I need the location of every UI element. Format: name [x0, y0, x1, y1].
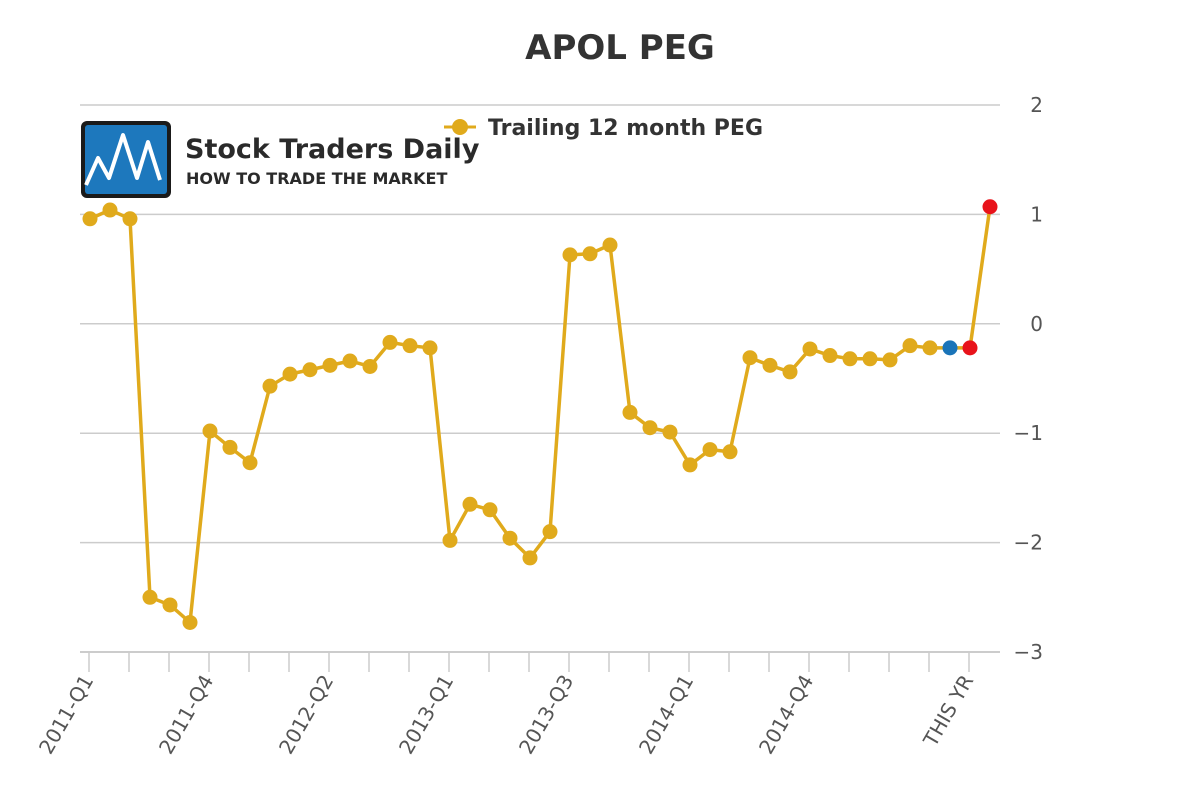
- legend-marker-icon: [452, 119, 468, 135]
- data-point[interactable]: [742, 350, 758, 366]
- data-point[interactable]: [602, 237, 618, 253]
- data-point[interactable]: [782, 364, 798, 380]
- data-point[interactable]: [922, 340, 938, 356]
- data-point[interactable]: [702, 442, 718, 458]
- x-tick-label: THIS YR: [918, 670, 978, 751]
- data-point[interactable]: [982, 199, 998, 215]
- x-tick-label: 2011-Q1: [34, 671, 98, 759]
- data-point[interactable]: [902, 338, 918, 354]
- stock-traders-daily-logo: Stock Traders Daily HOW TO TRADE THE MAR…: [81, 121, 480, 198]
- data-point[interactable]: [202, 423, 218, 439]
- series-trailing-12-month-peg: [82, 199, 998, 630]
- x-axis: [80, 651, 1000, 672]
- data-point[interactable]: [722, 444, 738, 460]
- legend[interactable]: Trailing 12 month PEG: [444, 116, 763, 141]
- data-point[interactable]: [942, 340, 958, 356]
- data-point[interactable]: [342, 353, 358, 369]
- data-point[interactable]: [502, 530, 518, 546]
- data-point[interactable]: [402, 338, 418, 354]
- data-point[interactable]: [662, 424, 678, 440]
- x-tick-label: 2013-Q3: [514, 671, 578, 759]
- logo-tagline: HOW TO TRADE THE MARKET: [186, 169, 447, 188]
- data-point[interactable]: [562, 247, 578, 263]
- data-point[interactable]: [882, 352, 898, 368]
- logo-name: Stock Traders Daily: [185, 134, 480, 165]
- data-point[interactable]: [542, 524, 558, 540]
- data-point[interactable]: [322, 357, 338, 373]
- y-tick-label: −2: [1014, 531, 1043, 555]
- data-point[interactable]: [362, 358, 378, 374]
- legend-label: Trailing 12 month PEG: [488, 116, 763, 141]
- data-point[interactable]: [382, 334, 398, 350]
- logo-zigzag-icon: [84, 133, 162, 186]
- y-tick-label: −1: [1014, 421, 1043, 445]
- x-tick-label: 2011-Q4: [154, 671, 218, 759]
- data-point[interactable]: [642, 420, 658, 436]
- y-tick-label: 2: [1030, 93, 1043, 117]
- data-point[interactable]: [102, 202, 118, 218]
- x-axis-tick-labels: 2011-Q1 2011-Q4 2012-Q2 2013-Q1 2013-Q3 2014-…: [34, 670, 978, 758]
- data-point[interactable]: [842, 351, 858, 367]
- data-point[interactable]: [302, 362, 318, 378]
- data-point[interactable]: [482, 502, 498, 518]
- x-tick-label: 2014-Q4: [754, 671, 818, 759]
- data-point[interactable]: [762, 357, 778, 373]
- y-tick-label: 0: [1030, 312, 1043, 336]
- y-tick-label: 1: [1030, 202, 1043, 226]
- y-axis-ticks: 2 1 0 −1 −2 −3: [1014, 93, 1043, 664]
- x-tick-label: 2014-Q1: [634, 671, 698, 759]
- data-point[interactable]: [142, 589, 158, 605]
- y-tick-label: −3: [1014, 640, 1043, 664]
- data-point[interactable]: [462, 496, 478, 512]
- data-point[interactable]: [82, 211, 98, 227]
- data-point[interactable]: [182, 614, 198, 630]
- data-point[interactable]: [442, 532, 458, 548]
- data-point[interactable]: [162, 597, 178, 613]
- data-point[interactable]: [422, 340, 438, 356]
- data-point[interactable]: [682, 457, 698, 473]
- data-point[interactable]: [282, 366, 298, 382]
- data-point[interactable]: [622, 404, 638, 420]
- data-point[interactable]: [962, 340, 978, 356]
- x-tick-label: 2012-Q2: [274, 671, 338, 759]
- data-point[interactable]: [262, 378, 278, 394]
- x-tick-label: 2013-Q1: [394, 671, 458, 759]
- data-point[interactable]: [822, 348, 838, 364]
- chart-title: APOL PEG: [525, 28, 715, 68]
- data-point[interactable]: [222, 439, 238, 455]
- data-point[interactable]: [802, 341, 818, 357]
- data-point[interactable]: [862, 351, 878, 367]
- data-point[interactable]: [582, 246, 598, 262]
- data-point[interactable]: [522, 550, 538, 566]
- data-point[interactable]: [242, 455, 258, 471]
- data-point[interactable]: [122, 211, 138, 227]
- series-line: [89, 206, 992, 625]
